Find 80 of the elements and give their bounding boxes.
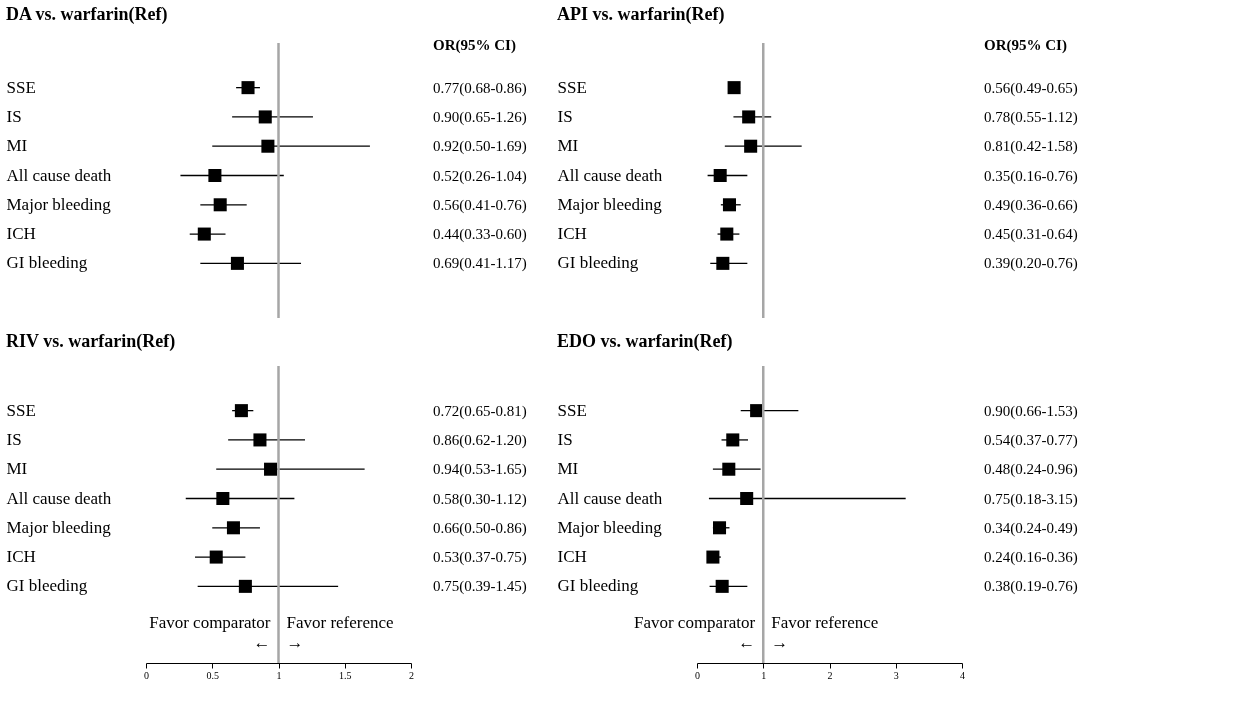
y-tick-label: MI <box>6 459 28 479</box>
data-label: 0.34(0.24-0.49) <box>984 519 1078 537</box>
x-tick-label: 0 <box>144 669 149 681</box>
text: OR(95% CI) <box>433 37 516 54</box>
y-tick-label: MI <box>557 136 579 156</box>
y-tick-label: All cause death <box>557 488 663 508</box>
data-label: 0.52(0.26-1.04) <box>433 167 527 185</box>
y-tick-label: SSE <box>6 400 36 420</box>
x-tick-label: 2 <box>409 669 414 681</box>
y-tick-label: IS <box>6 429 22 449</box>
chart-title: API vs. warfarin(Ref) <box>557 4 725 25</box>
data-label: 0.56(0.41-0.76) <box>433 196 527 214</box>
y-tick-label: ICH <box>557 224 587 244</box>
y-tick-label: ICH <box>6 547 36 567</box>
text: → <box>771 633 789 652</box>
y-tick-label: ICH <box>6 224 36 244</box>
data-label: 0.75(0.39-1.45) <box>433 578 527 596</box>
data-label: 0.81(0.42-1.58) <box>984 138 1078 156</box>
data-label: 0.45(0.31-0.64) <box>984 226 1078 244</box>
y-tick-label: GI bleeding <box>6 253 88 273</box>
data-label: 0.39(0.20-0.76) <box>984 255 1078 273</box>
data-label: 0.53(0.37-0.75) <box>433 549 527 567</box>
text: OR(95% CI) <box>984 37 1067 54</box>
data-label: 0.56(0.49-0.65) <box>984 79 1078 97</box>
data-label: 0.49(0.36-0.66) <box>984 196 1078 214</box>
chart-title: RIV vs. warfarin(Ref) <box>6 330 176 352</box>
y-tick-label: IS <box>557 106 573 126</box>
x-tick-label: 3 <box>893 669 899 681</box>
x-tick-label: 2 <box>827 669 833 681</box>
x-tick-label: 0.5 <box>206 669 219 681</box>
data-label: 0.75(0.18-3.15) <box>984 490 1078 508</box>
data-label: 0.66(0.50-0.86) <box>433 519 527 537</box>
y-tick-label: All cause death <box>6 165 112 185</box>
chart-title: DA vs. warfarin(Ref) <box>6 4 168 25</box>
y-tick-label: SSE <box>557 77 587 97</box>
y-tick-label: All cause death <box>557 165 663 185</box>
data-label: 0.78(0.55-1.12) <box>984 108 1078 126</box>
y-tick-label: Major bleeding <box>557 194 663 214</box>
data-label: 0.58(0.30-1.12) <box>433 490 527 508</box>
text: Favor reference <box>286 613 394 632</box>
data-label: 0.77(0.68-0.86) <box>433 79 527 97</box>
y-tick-label: MI <box>557 459 579 479</box>
x-tick-label: 4 <box>960 669 965 681</box>
text: → <box>286 633 304 652</box>
y-tick-label: SSE <box>6 77 36 97</box>
x-tick-label: 1.5 <box>339 669 352 681</box>
data-label: 0.38(0.19-0.76) <box>984 578 1078 596</box>
y-tick-label: GI bleeding <box>557 576 639 596</box>
data-label: 0.24(0.16-0.36) <box>984 549 1078 567</box>
x-tick-label: 0 <box>695 669 700 681</box>
y-tick-label: IS <box>557 429 573 449</box>
y-tick-label: Major bleeding <box>557 517 663 537</box>
x-tick-label: 1 <box>276 669 282 681</box>
text: Favor reference <box>771 613 879 632</box>
y-tick-label: SSE <box>557 400 587 420</box>
data-label: 0.35(0.16-0.76) <box>984 167 1078 185</box>
y-tick-label: All cause death <box>6 488 112 508</box>
data-label: 0.94(0.53-1.65) <box>433 461 527 479</box>
data-label: 0.90(0.65-1.26) <box>433 108 527 126</box>
y-tick-label: MI <box>6 136 28 156</box>
chart-title: EDO vs. warfarin(Ref) <box>557 330 733 352</box>
y-tick-label: Major bleeding <box>6 517 112 537</box>
text: Favor comparator <box>633 613 756 632</box>
text: ← <box>738 633 756 652</box>
y-tick-label: IS <box>6 106 22 126</box>
text: ← <box>253 633 271 652</box>
data-label: 0.72(0.65-0.81) <box>433 402 527 420</box>
data-label: 0.69(0.41-1.17) <box>433 255 527 273</box>
data-label: 0.44(0.33-0.60) <box>433 226 527 244</box>
data-label: 0.48(0.24-0.96) <box>984 461 1078 479</box>
data-label: 0.92(0.50-1.69) <box>433 138 527 156</box>
text: Favor comparator <box>149 613 271 632</box>
data-label: 0.54(0.37-0.77) <box>984 431 1078 449</box>
data-label: 0.90(0.66-1.53) <box>984 402 1078 420</box>
data-label: 0.86(0.62-1.20) <box>433 431 527 449</box>
y-tick-label: ICH <box>557 547 587 567</box>
y-tick-label: GI bleeding <box>6 576 88 596</box>
x-tick-label: 1 <box>761 669 767 681</box>
y-tick-label: Major bleeding <box>6 194 112 214</box>
y-tick-label: GI bleeding <box>557 253 639 273</box>
